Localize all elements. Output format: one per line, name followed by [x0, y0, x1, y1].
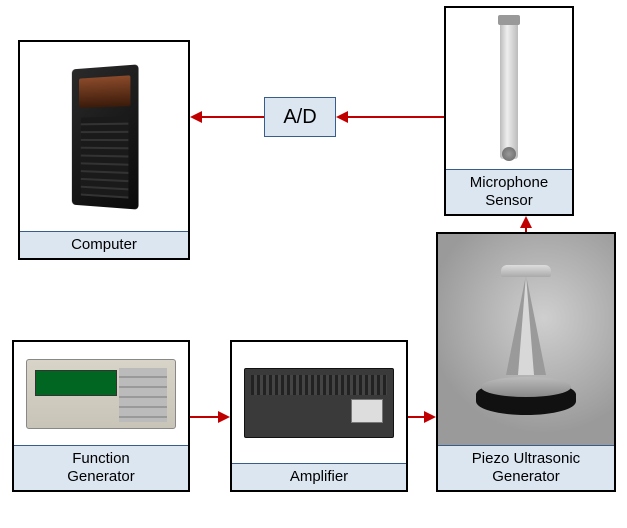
arrow-mic-to-ad	[344, 116, 444, 118]
node-computer: Computer	[18, 40, 190, 260]
computer-image	[20, 42, 188, 231]
microphone-icon	[500, 19, 518, 159]
amplifier-icon	[244, 368, 394, 438]
node-microphone: Microphone Sensor	[444, 6, 574, 216]
amplifier-label: Amplifier	[232, 463, 406, 490]
arrow-amp-to-piezo-head	[424, 411, 436, 423]
piezo-icon	[486, 265, 566, 415]
node-function-generator: Function Generator	[12, 340, 190, 492]
arrow-piezo-to-mic-head	[520, 216, 532, 228]
piezo-image	[438, 234, 614, 445]
arrow-ad-to-computer	[198, 116, 264, 118]
piezo-label: Piezo Ultrasonic Generator	[438, 445, 614, 490]
arrow-ad-to-computer-head	[190, 111, 202, 123]
node-amplifier: Amplifier	[230, 340, 408, 492]
amplifier-image	[232, 342, 406, 463]
microphone-image	[446, 8, 572, 169]
microphone-label: Microphone Sensor	[446, 169, 572, 214]
node-piezo: Piezo Ultrasonic Generator	[436, 232, 616, 492]
function-generator-image	[14, 342, 188, 445]
function-generator-icon	[26, 359, 176, 429]
arrow-mic-to-ad-head	[336, 111, 348, 123]
arrow-fg-to-amp-head	[218, 411, 230, 423]
ad-box: A/D	[264, 97, 336, 137]
pc-tower-icon	[72, 64, 139, 209]
function-generator-label: Function Generator	[14, 445, 188, 490]
computer-label: Computer	[20, 231, 188, 258]
ad-label: A/D	[283, 106, 316, 129]
